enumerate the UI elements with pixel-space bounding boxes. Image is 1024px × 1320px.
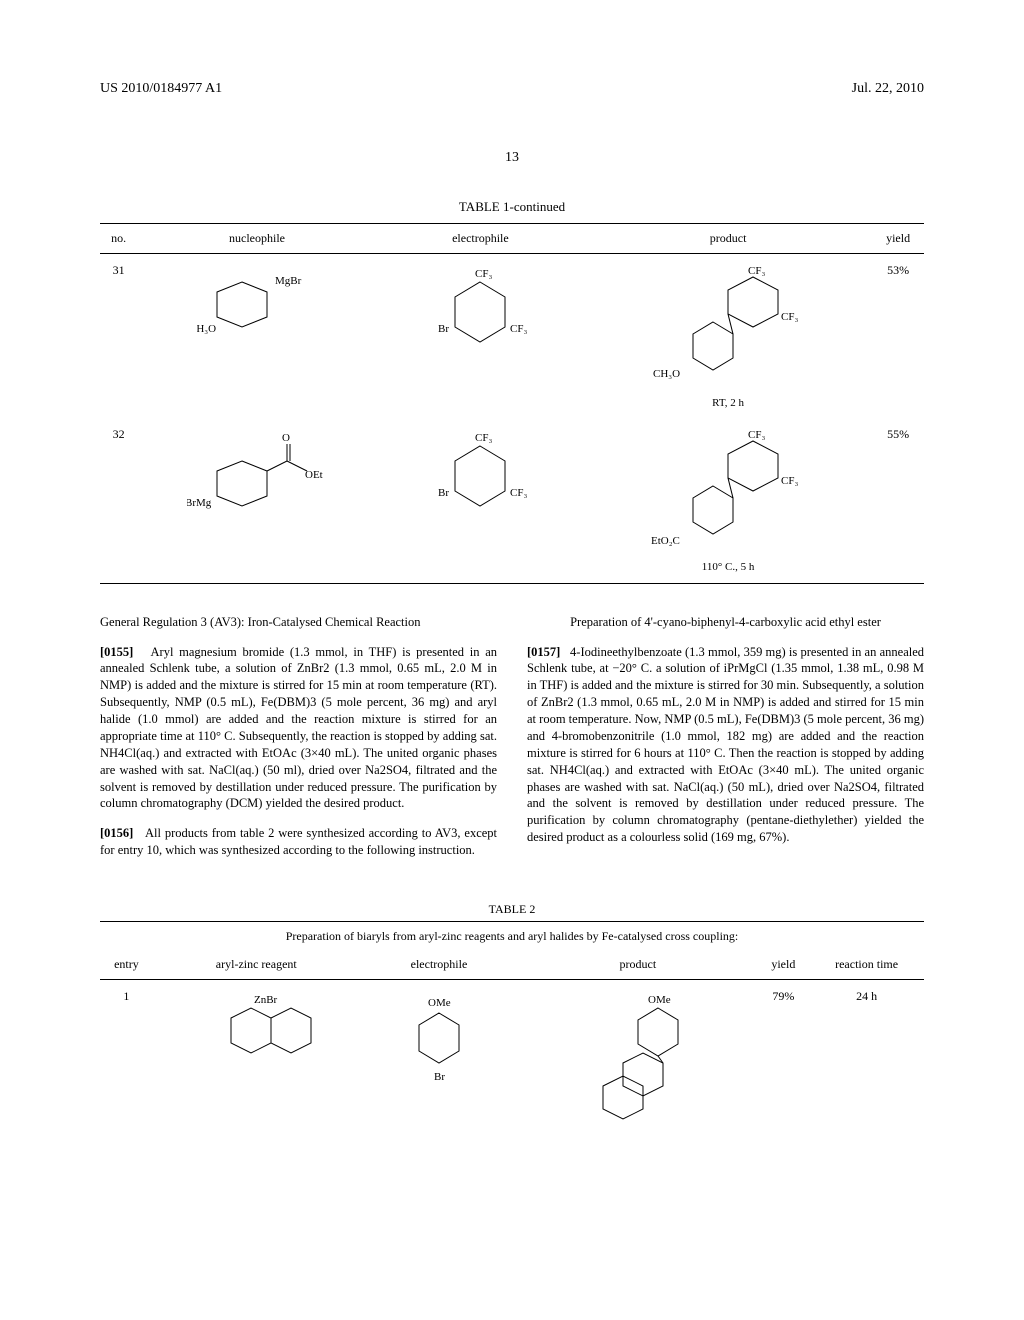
paragraph-0155: [0155] Aryl magnesium bromide (1.3 mmol,… [100,644,497,813]
chem-structure-icon: MgBr CH₃O [197,262,317,352]
para-num: [0155] [100,645,133,659]
chem-structure-icon: CF₃ CF₃ Br [420,262,540,362]
paragraph-0156: [0156] All products from table 2 were sy… [100,825,497,859]
cell-no: 32 [100,418,137,583]
svg-text:CF₃: CF₃ [748,265,765,277]
svg-text:O: O [282,432,290,444]
para-num: [0157] [527,645,560,659]
cell-electrophile: OMe Br [360,979,518,1146]
conditions: 110° C., 5 h [588,560,868,575]
table1-header-row: no. nucleophile electrophile product yie… [100,224,924,253]
table2-caption: TABLE 2 [100,901,924,917]
svg-text:ZnBr: ZnBr [254,994,278,1006]
svg-text:BrMg: BrMg [187,497,212,509]
col-electrophile: electrophile [360,950,518,979]
svg-text:OMe: OMe [428,997,451,1009]
para-text: Aryl magnesium bromide (1.3 mmol, in THF… [100,645,497,811]
patent-date: Jul. 22, 2010 [852,80,924,99]
svg-text:OEt: OEt [305,469,323,481]
table-row: 1 ZnBr OMe Br [100,979,924,1146]
svg-text:OMe: OMe [648,994,671,1006]
col-no: no. [100,224,137,253]
svg-text:Br: Br [434,1071,445,1083]
table2-subcaption: Preparation of biaryls from aryl-zinc re… [100,922,924,951]
col-reagent: aryl-zinc reagent [153,950,360,979]
cell-yield: 55% [872,418,924,583]
table2-subcaption-row: Preparation of biaryls from aryl-zinc re… [100,922,924,951]
svg-text:CF₃: CF₃ [475,268,492,280]
chem-structure-icon: OMe [568,988,708,1138]
table-row: 31 MgBr CH₃O CF₃ CF₃ Br [100,253,924,418]
patent-header: US 2010/0184977 A1 Jul. 22, 2010 [100,80,924,99]
svg-text:CF₃: CF₃ [781,311,798,323]
chem-structure-icon: CF₃ CF₃ EtO₂C [643,426,813,556]
chem-structure-icon: OMe Br [394,988,484,1098]
cell-product: CF₃ CF₃ CH₃O RT, 2 h [584,253,872,418]
col-electrophile: electrophile [377,224,584,253]
chem-structure-icon: CF₃ CF₃ CH₃O [643,262,813,392]
right-column: Preparation of 4'-cyano-biphenyl-4-carbo… [527,614,924,871]
col-entry: entry [100,950,153,979]
cell-yield: 53% [872,253,924,418]
svg-text:CH₃O: CH₃O [197,323,216,335]
cell-no: 31 [100,253,137,418]
para-text: All products from table 2 were synthesiz… [100,826,497,857]
svg-text:Br: Br [438,323,449,335]
cell-product: OMe [518,979,757,1146]
cell-electrophile: CF₃ CF₃ Br [377,418,584,583]
cell-product: CF₃ CF₃ EtO₂C 110° C., 5 h [584,418,872,583]
svg-text:EtO₂C: EtO₂C [651,535,680,547]
svg-text:CF₃: CF₃ [510,487,527,499]
chem-structure-icon: CF₃ CF₃ Br [420,426,540,526]
col-yield: yield [872,224,924,253]
svg-text:MgBr: MgBr [275,275,302,287]
col-nucleophile: nucleophile [137,224,377,253]
svg-text:CH₃O: CH₃O [653,368,680,380]
paragraph-0157: [0157] 4-Iodineethylbenzoate (1.3 mmol, … [527,644,924,847]
col-time: reaction time [809,950,924,979]
svg-text:CF₃: CF₃ [748,429,765,441]
svg-text:CF₃: CF₃ [781,475,798,487]
table1-title: TABLE 1-continued [100,198,924,216]
svg-text:CF₃: CF₃ [510,323,527,335]
chem-structure-icon: O OEt BrMg [187,426,327,526]
av3-heading: General Regulation 3 (AV3): Iron-Catalys… [100,614,497,631]
table2-wrap: TABLE 2 Preparation of biaryls from aryl… [100,901,924,1146]
page-number: 13 [100,149,924,168]
svg-text:CF₃: CF₃ [475,432,492,444]
conditions: RT, 2 h [588,396,868,411]
col-product: product [518,950,757,979]
cell-yield: 79% [757,979,809,1146]
cell-reagent: ZnBr [153,979,360,1146]
cell-nucleophile: O OEt BrMg [137,418,377,583]
prep-heading: Preparation of 4'-cyano-biphenyl-4-carbo… [527,614,924,631]
table2: Preparation of biaryls from aryl-zinc re… [100,921,924,1145]
cell-time: 24 h [809,979,924,1146]
table1: no. nucleophile electrophile product yie… [100,223,924,584]
patent-number: US 2010/0184977 A1 [100,80,222,99]
cell-electrophile: CF₃ CF₃ Br [377,253,584,418]
svg-text:Br: Br [438,487,449,499]
chem-structure-icon: ZnBr [196,988,316,1078]
body-columns: General Regulation 3 (AV3): Iron-Catalys… [100,614,924,871]
cell-entry: 1 [100,979,153,1146]
col-yield: yield [757,950,809,979]
para-num: [0156] [100,826,133,840]
left-column: General Regulation 3 (AV3): Iron-Catalys… [100,614,497,871]
col-product: product [584,224,872,253]
cell-nucleophile: MgBr CH₃O [137,253,377,418]
table-row: 32 O OEt BrMg CF₃ CF₃ Br [100,418,924,583]
table2-header-row: entry aryl-zinc reagent electrophile pro… [100,950,924,979]
para-text: 4-Iodineethylbenzoate (1.3 mmol, 359 mg)… [527,645,924,845]
